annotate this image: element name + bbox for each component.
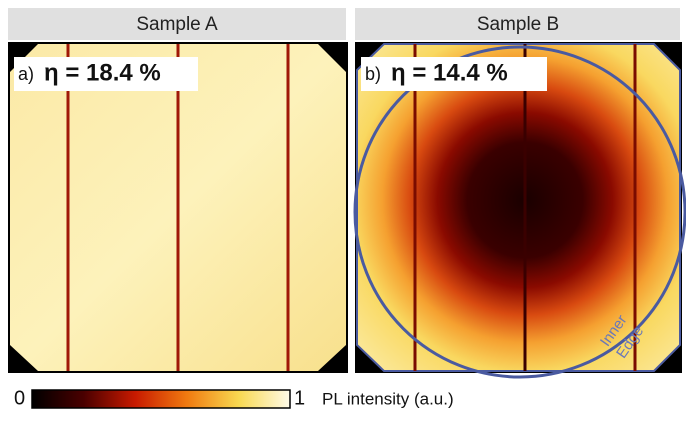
colorbar-gradient: [31, 389, 291, 409]
efficiency: η = 14.4 %: [391, 59, 508, 86]
panel-b: Sample B b) η = 14.4 % Inner Edge: [353, 8, 686, 379]
efficiency: η = 18.4 %: [44, 59, 161, 86]
panel-title: Sample A: [136, 14, 218, 35]
panel-label: a): [18, 64, 34, 84]
colorbar-label: PL intensity (a.u.): [322, 389, 454, 408]
label-box: [361, 57, 547, 91]
header: [355, 8, 680, 40]
colorbar-max: 1: [294, 387, 305, 409]
colorbar: 0 1 PL intensity (a.u.): [14, 387, 454, 409]
header: [8, 8, 346, 40]
panel-a: Sample A a) η = 18.4 %: [8, 8, 348, 373]
label-box: [14, 57, 198, 91]
cell: [356, 43, 681, 372]
colorbar-min: 0: [14, 387, 25, 409]
inner-edge-circle: [353, 45, 686, 379]
panel-title: Sample B: [477, 14, 559, 35]
panel-label: b): [365, 64, 381, 84]
